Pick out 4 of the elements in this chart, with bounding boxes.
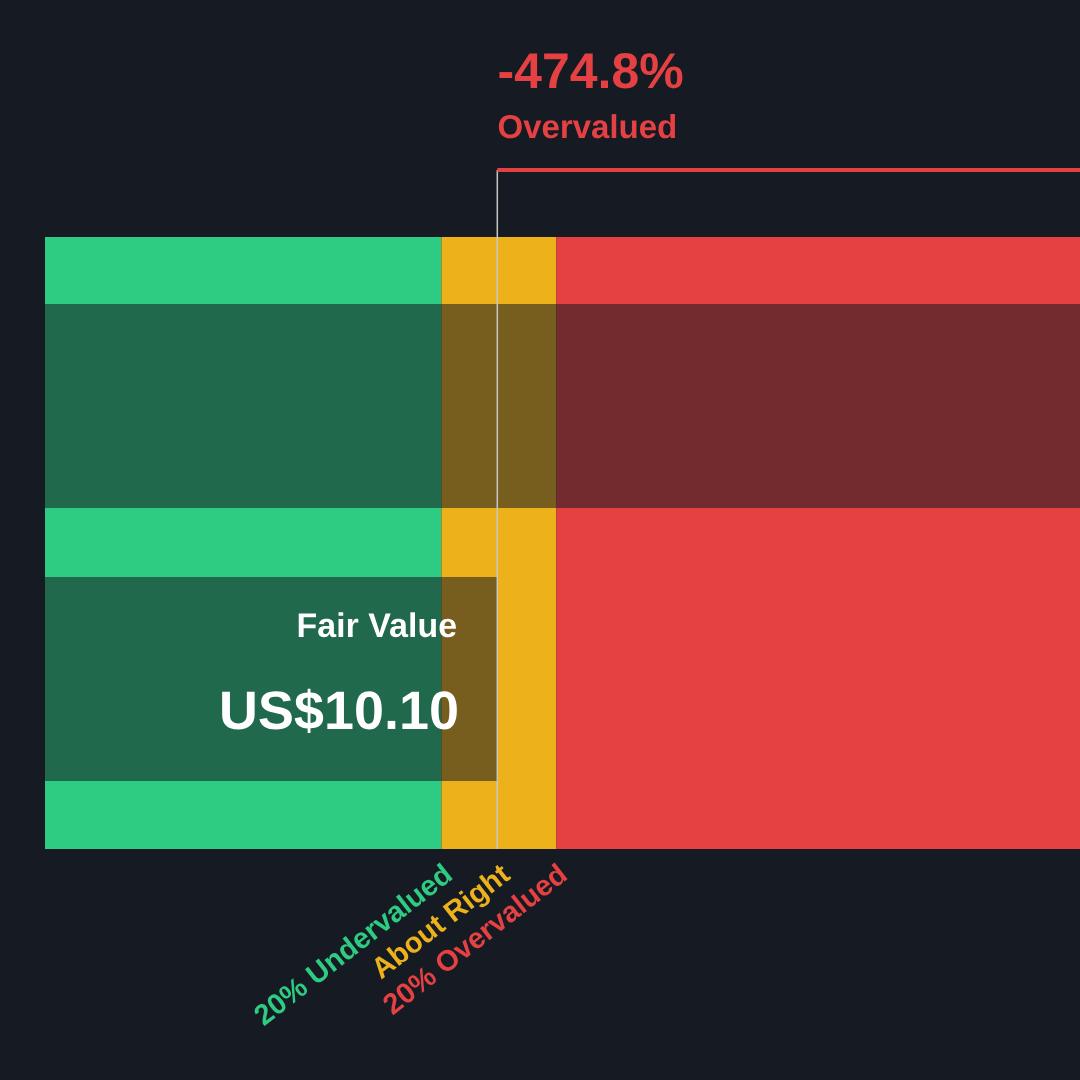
- annotation: US$10.10: [222, 688, 457, 733]
- text: Overvalued: [498, 114, 676, 139]
- text: -474.8%: [499, 53, 683, 89]
- annotation: Fair Value: [298, 612, 456, 638]
